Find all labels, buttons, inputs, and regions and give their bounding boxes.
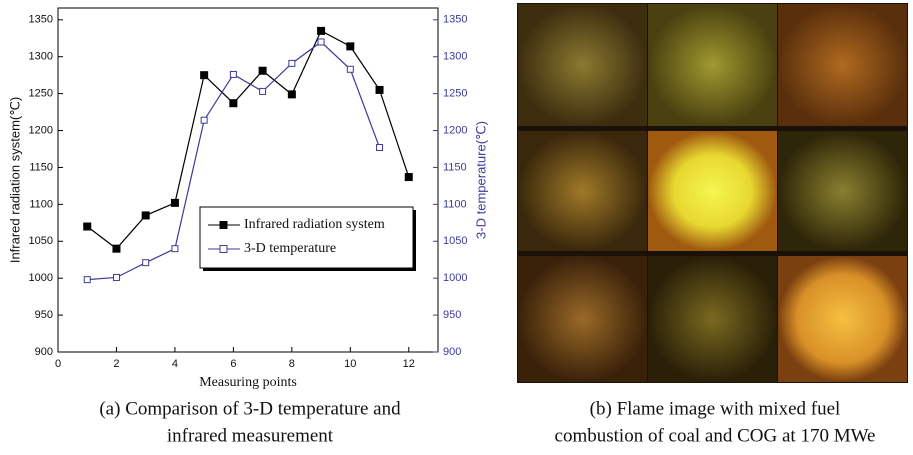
- data-point: [142, 259, 150, 267]
- data-point: [170, 198, 179, 207]
- x-tick-label: 0: [55, 358, 61, 370]
- y-tick-label: 1000: [29, 272, 53, 284]
- data-point: [229, 70, 237, 78]
- y-tick-label: 1150: [29, 161, 53, 173]
- data-point: [83, 222, 92, 231]
- x-tick-label: 2: [113, 358, 119, 370]
- legend-label: 3-D temperature: [244, 241, 336, 256]
- legend-label: Infrared radiation system: [244, 217, 385, 232]
- y2-tick-label: 1150: [443, 161, 467, 173]
- data-point: [229, 99, 238, 108]
- x-tick-label: 6: [230, 358, 236, 370]
- data-point: [200, 71, 209, 80]
- y-tick-label: 1100: [29, 198, 53, 210]
- y-tick-label: 900: [35, 346, 53, 358]
- flame-cell: [648, 256, 777, 382]
- x-tick-label: 8: [289, 358, 295, 370]
- caption: (b) Flame image with mixed fuel: [590, 398, 841, 419]
- data-point: [376, 144, 384, 152]
- y2-tick-label: 1000: [443, 272, 467, 284]
- caption: combustion of coal and COG at 170 MWe: [555, 425, 876, 446]
- data-point: [375, 85, 384, 94]
- flame-image: [517, 3, 908, 383]
- data-point: [288, 59, 296, 67]
- flame-cell: [778, 131, 907, 251]
- plot-frame: [57, 7, 439, 353]
- flame-cell: [518, 131, 647, 251]
- flame-cell: [778, 4, 907, 126]
- y-tick-label: 1300: [29, 51, 53, 63]
- data-point: [346, 42, 355, 51]
- x-tick-label: 12: [403, 358, 415, 370]
- data-point: [171, 245, 179, 253]
- y-tick-label: 950: [35, 309, 53, 321]
- y2-tick-label: 1300: [443, 51, 467, 63]
- data-point: [112, 244, 121, 253]
- data-point: [346, 65, 354, 73]
- flame-cell: [518, 256, 647, 382]
- flame-cell: [648, 4, 777, 126]
- y2-tick-label: 1350: [443, 14, 467, 26]
- y2-axis-label: 3-D temperature(℃): [473, 121, 488, 239]
- legend-marker: [219, 245, 228, 253]
- data-point: [317, 26, 326, 35]
- y2-tick-label: 1050: [443, 235, 467, 247]
- legend-marker: [219, 221, 228, 229]
- y2-tick-label: 1100: [443, 198, 467, 210]
- data-point: [317, 38, 325, 46]
- x-tick-label: 10: [344, 358, 356, 370]
- data-point: [287, 90, 296, 99]
- series-line: [86, 30, 410, 250]
- y-tick-label: 1350: [29, 14, 53, 26]
- legend-box: [199, 206, 414, 269]
- y-tick-label: 1050: [29, 235, 53, 247]
- y-tick-label: 1200: [29, 124, 53, 136]
- data-point: [259, 87, 267, 95]
- data-point: [83, 276, 91, 284]
- data-point: [258, 66, 267, 75]
- data-point: [200, 116, 208, 124]
- x-axis-label: Measuring points: [199, 375, 297, 390]
- caption: infrared measurement: [167, 425, 334, 446]
- y2-tick-label: 950: [443, 309, 461, 321]
- data-point: [141, 211, 150, 220]
- x-tick-label: 4: [172, 358, 178, 370]
- caption: (a) Comparison of 3-D temperature and: [99, 398, 401, 419]
- flame-cell: [648, 131, 777, 251]
- y2-tick-label: 1200: [443, 124, 467, 136]
- y-tick-label: 1250: [29, 88, 53, 100]
- data-point: [112, 273, 120, 281]
- y-axis-label: Infrared radiation system(℃): [7, 97, 22, 263]
- y2-tick-label: 900: [443, 346, 461, 358]
- flame-cell: [518, 4, 647, 126]
- data-point: [404, 173, 413, 182]
- y2-tick-label: 1250: [443, 88, 467, 100]
- flame-cell: [778, 256, 907, 382]
